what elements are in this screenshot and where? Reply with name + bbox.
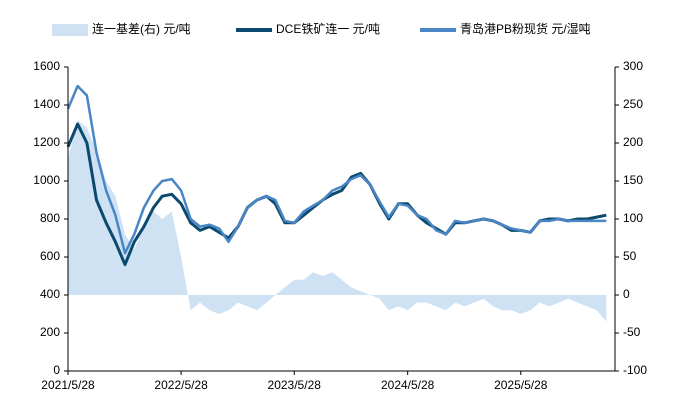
x-tick-label: 2024/5/28 [381, 378, 435, 392]
legend-label: DCE铁矿连一 元/吨 [276, 21, 380, 36]
y2-tick-label: 100 [623, 211, 643, 225]
y2-tick-label: -50 [623, 325, 641, 339]
y-tick-label: 1000 [33, 173, 60, 187]
y-tick-label: 200 [40, 325, 60, 339]
x-tick-label: 2023/5/28 [268, 378, 322, 392]
y2-tick-label: 50 [623, 249, 637, 263]
y2-tick-label: 250 [623, 97, 643, 111]
y2-tick-label: -100 [623, 363, 647, 377]
y-tick-label: 1200 [33, 135, 60, 149]
legend-label: 青岛港PB粉现货 元/湿吨 [460, 21, 591, 36]
price-line [66, 84, 607, 255]
y-tick-label: 0 [53, 363, 60, 377]
y-tick-label: 800 [40, 211, 60, 225]
legend-swatch [52, 24, 88, 36]
y-tick-label: 1400 [33, 97, 60, 111]
y-tick-label: 400 [40, 287, 60, 301]
y-tick-label: 600 [40, 249, 60, 263]
x-tick-label: 2025/5/28 [494, 378, 548, 392]
y2-tick-label: 150 [623, 173, 643, 187]
y2-tick-label: 300 [623, 59, 643, 73]
y2-tick-label: 0 [623, 287, 630, 301]
y2-tick-label: 200 [623, 135, 643, 149]
y-tick-label: 1600 [33, 59, 60, 73]
x-tick-label: 2022/5/28 [154, 378, 208, 392]
basis-area [68, 120, 607, 322]
x-tick-label: 2021/5/28 [41, 378, 95, 392]
legend-label: 连一基差(右) 元/吨 [92, 21, 191, 36]
